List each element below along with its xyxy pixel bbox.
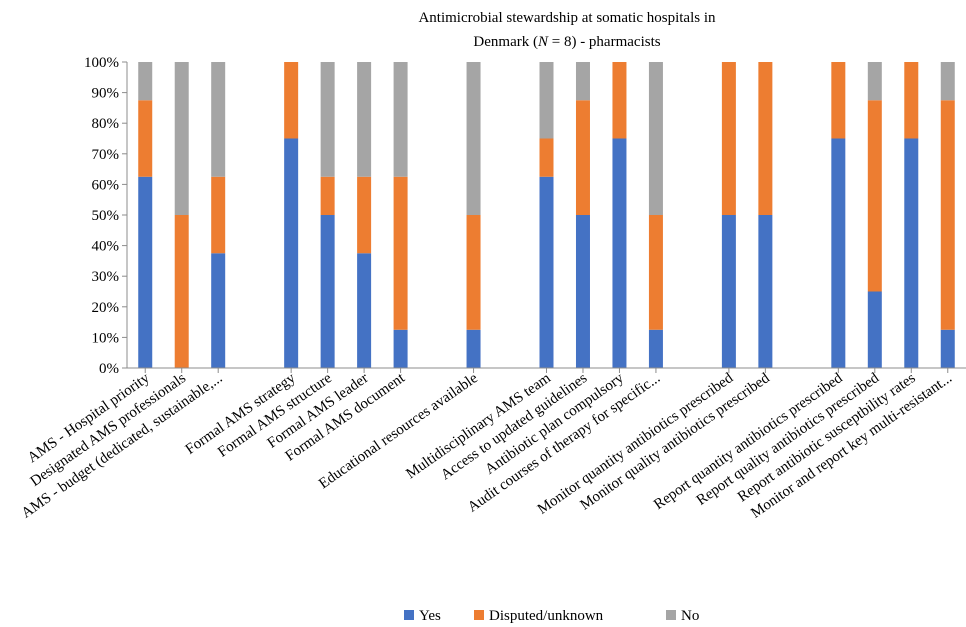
legend-swatch <box>474 610 484 620</box>
bar-segment-yes <box>393 329 408 368</box>
bar-segment-disputed-unknown <box>320 176 335 215</box>
y-tick-label: 10% <box>92 330 120 346</box>
bar-segment-no <box>393 62 408 177</box>
bar-segment-disputed-unknown <box>721 62 736 215</box>
bar-segment-yes <box>612 138 627 368</box>
bar-segment-disputed-unknown <box>904 62 919 139</box>
y-tick-label: 100% <box>84 55 119 71</box>
bar-segment-yes <box>138 176 153 368</box>
bar-segment-no <box>575 62 590 101</box>
bar-segment-no <box>174 62 189 215</box>
bar-segment-yes <box>831 138 846 368</box>
bar-segment-no <box>357 62 372 177</box>
y-tick-label: 80% <box>92 116 120 132</box>
legend-label: Yes <box>419 608 441 624</box>
bar-segment-yes <box>940 329 955 368</box>
bar-segment-no <box>466 62 481 215</box>
bar-segment-disputed-unknown <box>211 176 226 254</box>
bar-segment-disputed-unknown <box>612 62 627 139</box>
bar-segment-no <box>867 62 882 101</box>
chart-title-post: = 8) - pharmacists <box>548 34 661 50</box>
bar-segment-yes <box>320 215 335 368</box>
bar-segment-yes <box>758 215 773 368</box>
y-tick-label: 40% <box>92 239 120 255</box>
bar-segment-disputed-unknown <box>539 138 554 177</box>
bar-segment-disputed-unknown <box>648 215 663 330</box>
bar-segment-no <box>320 62 335 177</box>
bar-segment-disputed-unknown <box>831 62 846 139</box>
bar-segment-yes <box>904 138 919 368</box>
y-axis: 0% 10% 20% 30% 40% 50% 60% 70% 80% 90% 100% <box>84 55 128 377</box>
legend-swatch <box>666 610 676 620</box>
legend-label: No <box>681 608 699 624</box>
bar-segment-disputed-unknown <box>867 100 882 292</box>
bar-segment-yes <box>284 138 299 368</box>
bar-segment-yes <box>575 215 590 368</box>
bar-segment-yes <box>357 253 372 368</box>
x-tick-label: Designated AMS professionals <box>28 370 190 490</box>
bar-segment-yes <box>539 176 554 368</box>
bar-segment-disputed-unknown <box>284 62 299 139</box>
y-tick-label: 20% <box>92 300 120 316</box>
bar-segment-disputed-unknown <box>466 215 481 330</box>
legend: Yes Disputed/unknown No <box>404 608 699 624</box>
bar-segment-no <box>211 62 226 177</box>
bar-segment-yes <box>211 253 226 368</box>
bars <box>138 62 955 368</box>
bar-segment-no <box>539 62 554 139</box>
bar-segment-disputed-unknown <box>357 176 372 254</box>
legend-label: Disputed/unknown <box>489 608 604 624</box>
y-tick-label: 60% <box>92 177 120 193</box>
bar-segment-disputed-unknown <box>393 176 408 330</box>
bar-segment-no <box>648 62 663 215</box>
y-tick-label: 90% <box>92 86 120 102</box>
bar-segment-yes <box>867 291 882 368</box>
y-tick-label: 0% <box>99 361 119 377</box>
bar-segment-disputed-unknown <box>138 100 153 177</box>
bar-segment-disputed-unknown <box>940 100 955 330</box>
bar-segment-disputed-unknown <box>575 100 590 215</box>
chart-title-n: N <box>537 34 549 50</box>
y-tick-label: 70% <box>92 147 120 163</box>
bar-segment-disputed-unknown <box>758 62 773 215</box>
bar-segment-yes <box>466 329 481 368</box>
bar-segment-no <box>138 62 153 101</box>
legend-swatch <box>404 610 414 620</box>
bar-segment-no <box>940 62 955 101</box>
chart-title-pre: Denmark ( <box>473 34 538 50</box>
bar-segment-disputed-unknown <box>174 215 189 368</box>
bar-segment-yes <box>648 329 663 368</box>
y-tick-label: 50% <box>92 208 120 224</box>
chart-title-line-1: Antimicrobial stewardship at somatic hos… <box>418 10 716 26</box>
chart-title-line-2: Denmark (N = 8) - pharmacists <box>473 34 660 50</box>
bar-segment-yes <box>721 215 736 368</box>
y-tick-label: 30% <box>92 269 120 285</box>
